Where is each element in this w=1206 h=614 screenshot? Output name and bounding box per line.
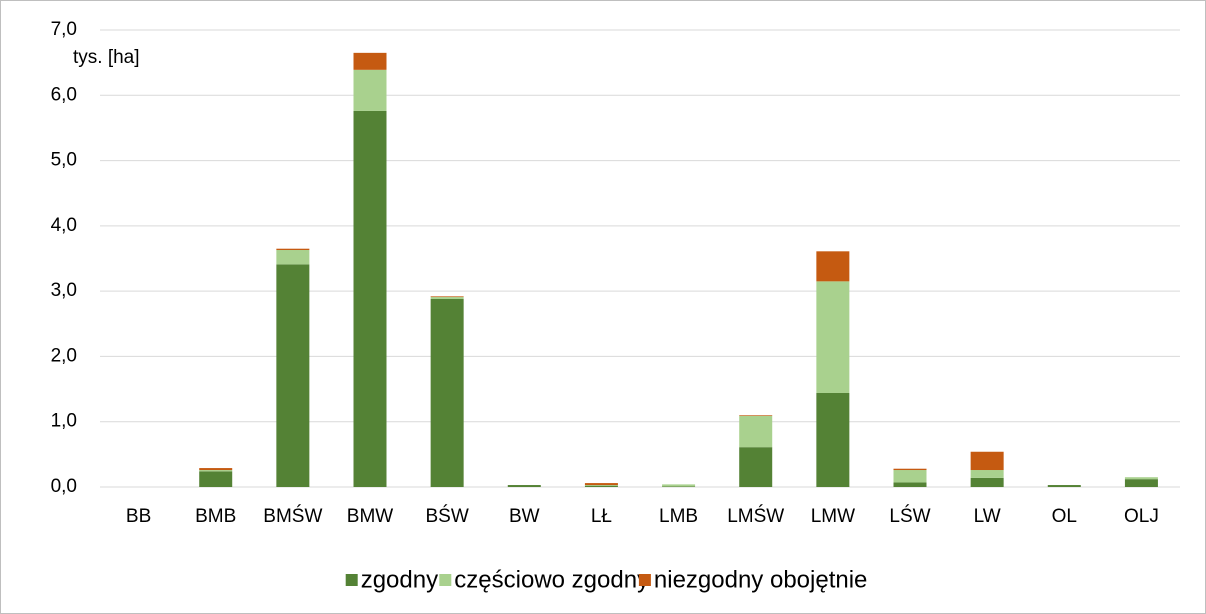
x-tick-label: BB bbox=[126, 506, 151, 527]
y-tick-label: 6,0 bbox=[51, 84, 77, 105]
x-tick-label: BW bbox=[509, 506, 540, 527]
bar-segment bbox=[584, 485, 618, 487]
x-tick-label: OL bbox=[1052, 506, 1077, 527]
bar-segment bbox=[430, 298, 464, 487]
x-tick-label: LMW bbox=[811, 506, 855, 527]
y-tick-label: 0,0 bbox=[51, 476, 77, 497]
bar-segment bbox=[662, 486, 696, 487]
y-tick-label: 2,0 bbox=[51, 345, 77, 366]
x-tick-label: LMB bbox=[659, 506, 698, 527]
y-tick-label: 4,0 bbox=[51, 215, 77, 236]
bar-segment bbox=[816, 392, 850, 487]
bar-segment bbox=[199, 470, 233, 472]
bar-segment bbox=[1124, 479, 1158, 487]
bar-segment bbox=[199, 468, 233, 471]
x-tick-label: BMŚW bbox=[263, 505, 322, 527]
y-tick-label: 5,0 bbox=[51, 150, 77, 171]
bar-segment bbox=[1124, 477, 1158, 480]
x-tick-label: BMB bbox=[195, 506, 236, 527]
y-axis-label: tys. [ha] bbox=[73, 47, 140, 68]
x-tick-label: LŁ bbox=[591, 506, 612, 527]
bar-segment bbox=[970, 451, 1004, 471]
bar-segment bbox=[893, 482, 927, 487]
x-tick-label: LŚW bbox=[889, 505, 930, 527]
x-tick-label: BŚW bbox=[426, 505, 469, 527]
bar-segment bbox=[353, 52, 387, 70]
bar-segment bbox=[739, 447, 773, 487]
bar-segment bbox=[276, 250, 310, 265]
y-tick-label: 7,0 bbox=[51, 19, 77, 40]
x-tick-label: OLJ bbox=[1124, 506, 1159, 527]
legend-swatch bbox=[638, 574, 651, 586]
legend-label: niezgodny obojętnie bbox=[654, 566, 868, 593]
bar-segment bbox=[430, 297, 464, 299]
bar-segment bbox=[816, 281, 850, 393]
bar-segment bbox=[970, 470, 1004, 478]
legend-swatch bbox=[439, 574, 452, 586]
y-tick-label: 1,0 bbox=[51, 411, 77, 432]
y-tick-label: 3,0 bbox=[51, 280, 77, 301]
bar-segment bbox=[662, 484, 696, 487]
bar-segment bbox=[739, 415, 773, 416]
bar-segment bbox=[584, 485, 618, 486]
legend-label: częściowo zgodny bbox=[454, 566, 649, 593]
bar-segment bbox=[507, 485, 541, 487]
bar-segment bbox=[970, 477, 1004, 487]
bar-segment bbox=[816, 251, 850, 282]
x-tick-label: LMŚW bbox=[727, 505, 784, 527]
bar-segment bbox=[276, 248, 310, 251]
legend-label: zgodny bbox=[361, 566, 438, 593]
bar-segment bbox=[893, 468, 927, 471]
legend-swatch bbox=[345, 574, 358, 586]
bar-segment bbox=[276, 264, 310, 487]
x-tick-label: BMW bbox=[347, 506, 394, 527]
bar-segment bbox=[353, 69, 387, 111]
x-tick-label: LW bbox=[974, 506, 1001, 527]
bar-segment bbox=[1047, 485, 1081, 487]
bar-segment bbox=[430, 296, 464, 298]
bar-segment bbox=[353, 110, 387, 487]
bar-segment bbox=[893, 470, 927, 483]
bar-segment bbox=[739, 415, 773, 448]
bar-segment bbox=[584, 483, 618, 486]
bar-segment bbox=[199, 471, 233, 487]
